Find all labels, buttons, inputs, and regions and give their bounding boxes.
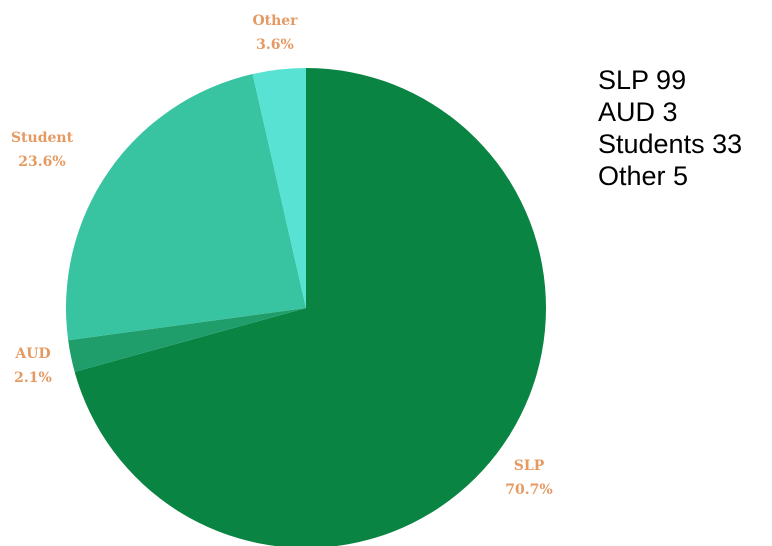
pie-slice-slp [74,68,546,546]
slice-percent-aud: 2.1% [14,370,52,386]
pie-slice-student [65,74,306,341]
note-students: Students 33 [598,129,743,159]
slice-percent-slp: 70.7% [505,482,552,498]
pie-slice-other [252,68,306,308]
note-slp: SLP 99 [598,65,687,95]
slice-percent-other: 3.6% [256,37,294,53]
pie-slices [65,68,546,546]
slice-percent-student: 23.6% [18,154,65,170]
note-aud: AUD 3 [598,97,678,127]
pie-labels: SLP 70.7% AUD 2.1% Student 23.6% Other 3.6% [11,13,553,498]
value-notes: SLP 99 AUD 3 Students 33 Other 5 [598,64,742,192]
slice-label-other: Other [252,13,298,29]
slice-label-slp: SLP [514,458,545,474]
slice-label-student: Student [11,130,74,146]
slice-label-aud: AUD [14,346,50,362]
pie-slice-aud [68,308,306,372]
note-other: Other 5 [598,161,689,191]
